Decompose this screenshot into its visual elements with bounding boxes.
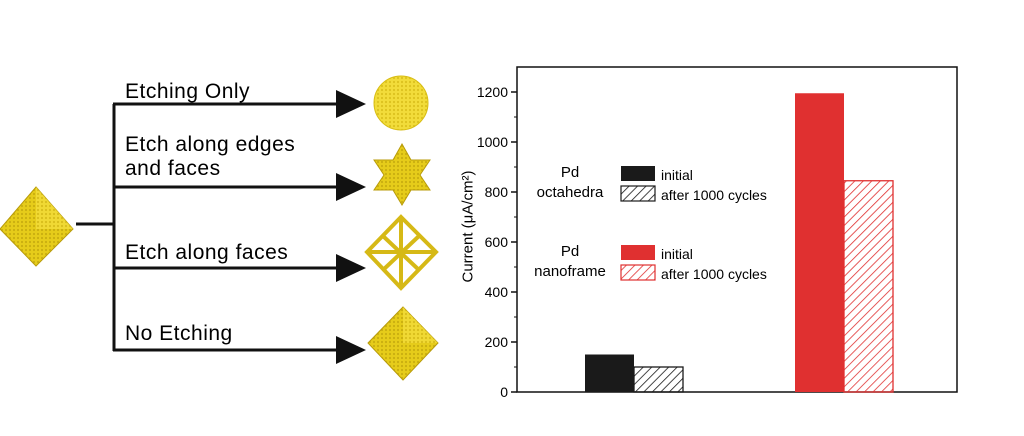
legend-swatch-nanoframe-initial <box>621 245 655 260</box>
legend-label-octahedra-initial: initial <box>661 167 693 183</box>
y-axis-label: Current (μA/cm²) <box>459 170 477 283</box>
y-tick-label-1200: 1200 <box>477 84 508 100</box>
y-axis: 0 200 400 600 800 1000 1200 <box>477 84 517 400</box>
branch-arrow-2 <box>113 173 366 201</box>
bar-nanoframe-after-1000-cycles <box>843 180 894 393</box>
legend-swatch-nanoframe-after <box>620 264 656 281</box>
y-tick-label-1000: 1000 <box>477 134 508 150</box>
branch-label-edges-faces: Etch along edges and faces <box>125 133 296 180</box>
bar-nanoframe-initial <box>795 93 844 392</box>
legend-label-nanoframe-initial: initial <box>661 246 693 262</box>
branch-label-along-faces: Etch along faces <box>125 241 289 264</box>
octahedron-particle <box>367 306 439 381</box>
source-octahedron-particle <box>0 186 74 267</box>
etching-diagram <box>0 75 439 381</box>
bars <box>585 93 894 393</box>
branch-arrow-3 <box>113 254 366 282</box>
branch-label-etching-only: Etching Only <box>125 80 251 103</box>
branch-arrow-4 <box>113 336 366 364</box>
legend-group-nanoframe: Pd nanoframe <box>534 243 606 280</box>
sphere-particle <box>373 75 429 131</box>
legend-swatch-octahedra-after <box>620 185 656 202</box>
branch-arrow-1 <box>113 90 366 118</box>
legend-swatch-octahedra-initial <box>621 166 655 181</box>
legend-group-octahedra: Pd octahedra <box>536 164 604 201</box>
y-tick-label-400: 400 <box>485 284 509 300</box>
legend-label-nanoframe-after: after 1000 cycles <box>661 266 767 282</box>
bar-chart: 0 200 400 600 800 1000 1200 <box>477 66 958 400</box>
plot-frame <box>516 66 958 393</box>
y-tick-label-800: 800 <box>485 184 509 200</box>
bar-octahedra-after-1000-cycles <box>633 366 684 393</box>
star-particle <box>373 142 431 206</box>
y-tick-label-600: 600 <box>485 234 509 250</box>
y-tick-label-0: 0 <box>500 384 508 400</box>
legend-label-octahedra-after: after 1000 cycles <box>661 187 767 203</box>
bar-octahedra-initial <box>585 354 634 392</box>
nanoframe-particle <box>364 214 439 291</box>
branch-label-no-etching: No Etching <box>125 322 233 345</box>
y-tick-label-200: 200 <box>485 334 509 350</box>
